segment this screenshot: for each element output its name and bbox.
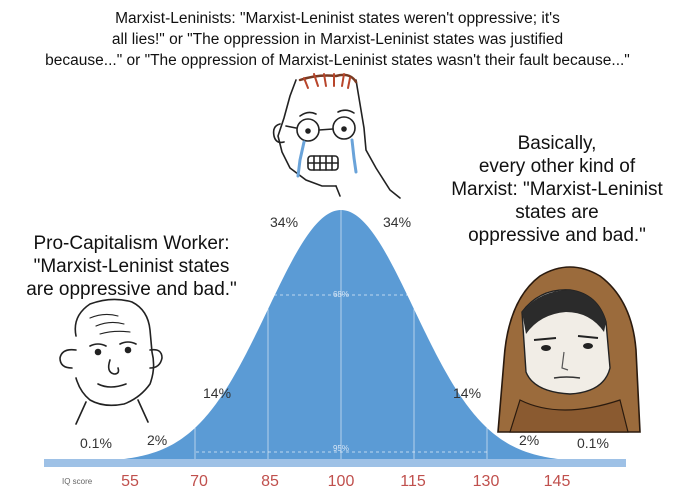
band-68-label: 68% xyxy=(333,290,349,299)
right-caption-line-5: oppressive and bad." xyxy=(468,225,646,246)
pct-right-34: 34% xyxy=(383,214,411,230)
right-caption-line-3: Marxist: "Marxist-Leninist xyxy=(451,179,663,200)
top-caption: Marxist-Leninists: "Marxist-Leninist sta… xyxy=(10,8,665,71)
band-95-label: 95% xyxy=(333,444,349,453)
sigma-dividers xyxy=(194,210,488,462)
top-caption-line-3: because..." or "The oppression of Marxis… xyxy=(45,52,630,69)
left-caption: Pro-Capitalism Worker: "Marxist-Leninist… xyxy=(14,232,249,301)
tick-label-70: 70 xyxy=(190,473,208,490)
pct-right-14: 14% xyxy=(453,385,481,401)
pct-right-tail: 0.1% xyxy=(577,435,609,451)
tick-label-115: 115 xyxy=(400,473,426,490)
pct-right-2: 2% xyxy=(519,432,539,448)
tick-label-55: 55 xyxy=(121,473,139,490)
left-caption-line-3: are oppressive and bad." xyxy=(26,279,237,300)
left-caption-line-1: Pro-Capitalism Worker: xyxy=(33,233,230,254)
tick-label-145: 145 xyxy=(544,473,571,490)
bell-curve xyxy=(44,210,626,462)
pct-left-34: 34% xyxy=(270,214,298,230)
pct-left-2: 2% xyxy=(147,432,167,448)
crying-wojak-drawing xyxy=(272,73,401,199)
tick-labels: 55 70 85 100 115 130 145 xyxy=(121,473,570,490)
right-caption-line-2: every other kind of xyxy=(478,156,636,177)
right-caption-line-4: states are xyxy=(515,202,599,223)
axis-bar xyxy=(44,459,626,467)
pct-left-tail: 0.1% xyxy=(80,435,112,451)
hooded-figure-drawing xyxy=(497,266,641,433)
tick-label-85: 85 xyxy=(261,473,279,490)
top-caption-line-2: all lies!" or "The oppression in Marxist… xyxy=(111,31,564,48)
tick-label-130: 130 xyxy=(473,473,500,490)
pct-left-14: 14% xyxy=(203,385,231,401)
left-caption-line-2: "Marxist-Leninist states xyxy=(33,256,230,277)
right-caption-line-1: Basically, xyxy=(517,133,597,154)
tick-label-100: 100 xyxy=(328,473,355,490)
bald-wojak-drawing xyxy=(59,298,163,425)
right-caption: Basically, every other kind of Marxist: … xyxy=(432,132,675,247)
top-caption-line-1: Marxist-Leninists: "Marxist-Leninist sta… xyxy=(115,10,560,27)
axis-label: IQ score xyxy=(62,477,93,486)
